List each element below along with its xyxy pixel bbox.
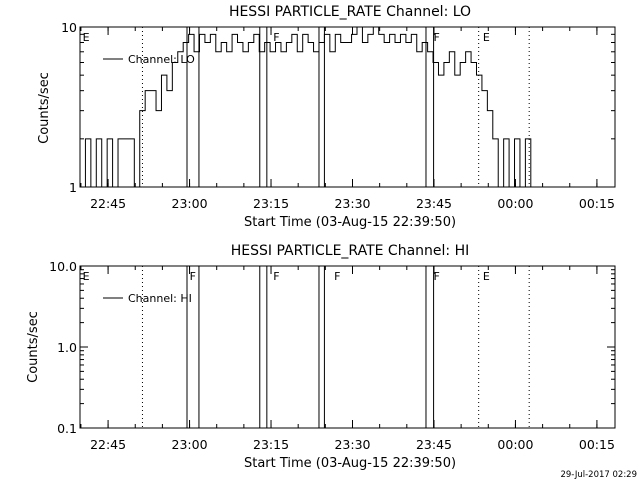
hi-channel-panel: HESSI PARTICLE_RATE Channel: HI E F F F F E 2… — [26, 243, 616, 471]
x-tick-label-0: 22:45 — [90, 437, 126, 452]
annotation-5: E — [483, 270, 490, 283]
annotation-3: E — [483, 31, 490, 44]
annotation-2: F — [434, 31, 440, 44]
x-tick-label-1: 23:00 — [172, 437, 208, 452]
lo-chart-title: HESSI PARTICLE_RATE Channel: LO — [229, 4, 471, 20]
x-tick-label-6: 00:15 — [579, 196, 615, 211]
lo-channel-panel: HESSI PARTICLE_RATE Channel: LO E F F E 22:… — [37, 4, 616, 230]
annotation-3: F — [334, 270, 340, 283]
x-tick-label-3: 23:30 — [334, 437, 370, 452]
hi-x-ticks: 22:45 23:00 23:15 23:30 23:45 00:00 00:15 — [80, 266, 615, 452]
hi-x-axis-label: Start Time (03-Aug-15 22:39:50) — [244, 456, 456, 471]
lo-x-ticks: 22:45 23:00 23:15 23:30 23:45 00:00 00:15 — [80, 27, 615, 211]
y-tick-label-2: 0.1 — [57, 421, 77, 436]
x-tick-label-4: 23:45 — [416, 196, 452, 211]
lo-series — [80, 26, 596, 188]
x-tick-label-6: 00:15 — [579, 437, 615, 452]
y-tick-label-1: 1 — [69, 180, 77, 195]
annotation-0: E — [83, 270, 90, 283]
hi-y-axis-label: Counts/sec — [26, 311, 41, 383]
x-tick-label-3: 23:30 — [334, 196, 370, 211]
lo-y-axis-label: Counts/sec — [37, 72, 52, 144]
hi-event-lines — [141, 266, 530, 428]
lo-plot-frame — [79, 26, 616, 188]
hi-plot-frame — [79, 265, 616, 429]
lo-y-ticks: 10 1 — [61, 20, 615, 195]
lo-event-lines — [141, 27, 530, 187]
x-tick-label-2: 23:15 — [253, 437, 289, 452]
annotation-2: F — [273, 270, 279, 283]
x-tick-label-2: 23:15 — [253, 196, 289, 211]
lo-x-axis-label: Start Time (03-Aug-15 22:39:50) — [244, 215, 456, 230]
y-tick-label-1: 1.0 — [57, 340, 77, 355]
y-tick-label-0: 10.0 — [49, 259, 77, 274]
y-tick-label-0: 10 — [61, 20, 77, 35]
timestamp: 29-Jul-2017 02:29 — [560, 470, 637, 480]
hi-legend-label: Channel: HI — [128, 292, 192, 305]
annotation-0: E — [83, 31, 90, 44]
annotation-1: F — [190, 270, 196, 283]
hi-chart-title: HESSI PARTICLE_RATE Channel: HI — [231, 243, 469, 259]
annotation-1: F — [273, 31, 279, 44]
x-tick-label-4: 23:45 — [416, 437, 452, 452]
lo-legend-label: Channel: LO — [128, 53, 195, 66]
hi-y-ticks: 10.0 1.0 0.1 — [49, 259, 615, 436]
x-tick-label-5: 00:00 — [497, 196, 533, 211]
x-tick-label-0: 22:45 — [90, 196, 126, 211]
annotation-4: F — [434, 270, 440, 283]
x-tick-label-1: 23:00 — [172, 196, 208, 211]
x-tick-label-5: 00:00 — [497, 437, 533, 452]
series-line-0 — [80, 26, 596, 188]
